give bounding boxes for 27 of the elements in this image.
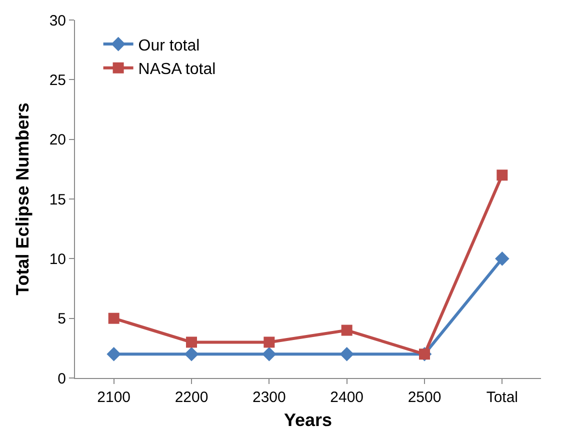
x-axis-title: Years bbox=[284, 410, 332, 430]
point bbox=[184, 346, 199, 362]
legend-label: NASA total bbox=[138, 61, 216, 78]
point bbox=[341, 324, 352, 336]
y-axis-title: Total Eclipse Numbers bbox=[12, 102, 33, 296]
y-tick-label: 30 bbox=[49, 12, 66, 30]
point bbox=[108, 312, 120, 324]
point bbox=[496, 170, 508, 181]
y-tick-label: 5 bbox=[58, 310, 66, 328]
point bbox=[106, 346, 121, 362]
y-tick-label: 10 bbox=[49, 250, 66, 268]
y-tick-label: 20 bbox=[49, 132, 66, 149]
x-tick-label: 2400 bbox=[330, 389, 364, 406]
x-tick-label: Total bbox=[486, 389, 518, 406]
point bbox=[264, 336, 275, 348]
y-tick-label: 25 bbox=[49, 72, 66, 89]
point bbox=[495, 252, 510, 266]
x-tick-label: 2500 bbox=[408, 389, 442, 406]
point bbox=[340, 346, 354, 362]
point bbox=[186, 336, 197, 348]
legend-label: Our total bbox=[138, 37, 200, 54]
y-tick-label: 0 bbox=[58, 370, 66, 388]
x-tick-label: 2100 bbox=[97, 389, 131, 406]
x-tick-label: 2200 bbox=[174, 389, 208, 406]
point bbox=[262, 346, 276, 362]
x-tick-label: 2300 bbox=[252, 389, 286, 406]
y-tick-label: 15 bbox=[49, 191, 66, 208]
